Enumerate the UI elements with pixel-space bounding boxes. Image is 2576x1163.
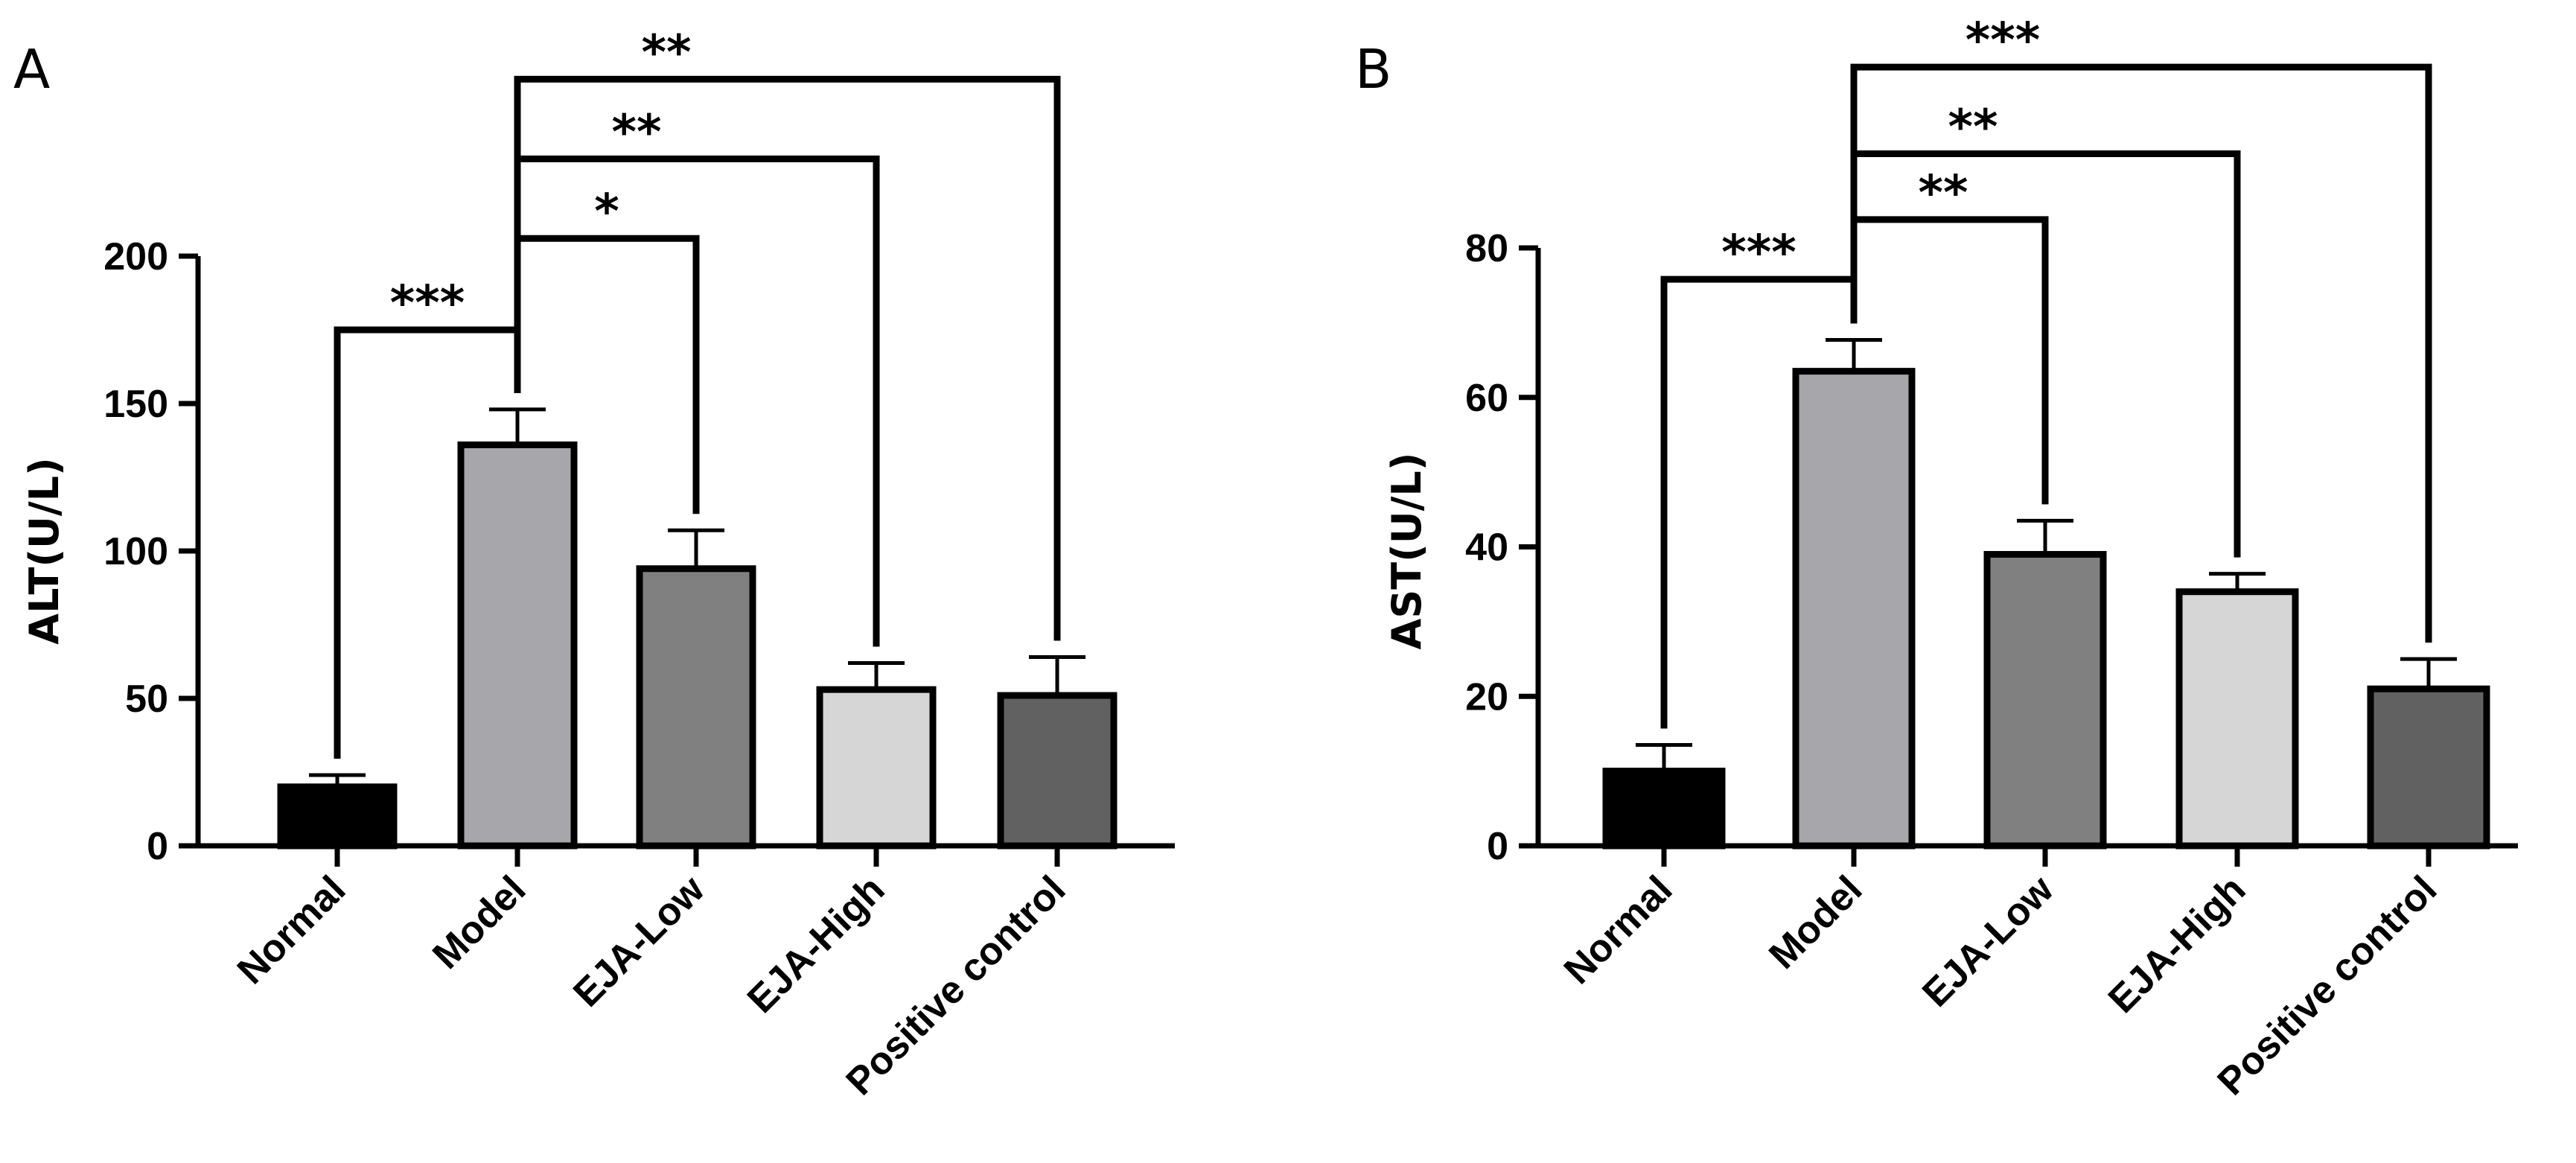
- panel-a-y-tick-label: 150: [103, 383, 168, 426]
- panel-b-category-label: Model: [1761, 867, 1870, 977]
- panel-a-category-label: Normal: [229, 867, 354, 992]
- panel-a-category-label: EJA-Low: [565, 867, 713, 1016]
- panel-b-y-tick-label: 60: [1465, 377, 1508, 420]
- panel-a-y-tick-label: 100: [103, 530, 168, 573]
- panel-a-y-tick-label: 200: [103, 235, 168, 278]
- panel-b-y-tick-label: 0: [1487, 825, 1508, 868]
- panel-a-y-axis-title: ALT(U/L): [21, 457, 68, 644]
- panel-a-significance-label: *: [594, 185, 619, 240]
- panel-b-significance-label: **: [1919, 166, 1968, 221]
- panel-a-letter: A: [13, 38, 50, 101]
- panel-a-category-label: Model: [424, 867, 534, 977]
- panel-b-y-tick-label: 40: [1465, 526, 1508, 570]
- panel-b-bar: [1602, 768, 1726, 850]
- panel-a-y-tick-label: 0: [147, 825, 168, 868]
- panel-b-significance-bracket: [1850, 63, 2432, 643]
- panel-b-category-label: EJA-High: [2100, 867, 2254, 1021]
- panel-b-category-label: Normal: [1556, 867, 1681, 992]
- panel-a-bar: [636, 565, 756, 850]
- panel-a-bar: [277, 783, 398, 850]
- panel-b-y-tick-label: 20: [1465, 675, 1508, 718]
- panel-a-bar: [457, 441, 578, 850]
- panel-b-category-label: EJA-Low: [1914, 867, 2062, 1016]
- panel-a-bar: [816, 686, 937, 850]
- panel-b-chart: 0 20 40 60 80 AST(U/L) Normal Model EJA-Low EJA-H…: [1383, 13, 2518, 1103]
- panel-a-significance-label: **: [612, 105, 662, 160]
- panel-a-significance-label: **: [642, 25, 692, 80]
- panel-b-significance-label: ***: [1966, 13, 2040, 68]
- panel-b-bar: [2175, 588, 2299, 850]
- panel-a-significance-bracket: [514, 75, 1061, 641]
- panel-a-y-tick-label: 50: [125, 678, 168, 721]
- panel-a-significance-label: ***: [390, 276, 465, 331]
- panel-b-significance-label: ***: [1721, 226, 1796, 281]
- panel-b-letter: B: [1355, 38, 1391, 101]
- panel-b-bar: [2367, 685, 2490, 850]
- panel-b-bar: [1792, 368, 1916, 850]
- panel-a-chart: 0 50 100 150 200 ALT(U/L) Normal Model EJA-Low EJ…: [21, 25, 1175, 1103]
- panel-b-y-tick-label: 80: [1465, 227, 1508, 270]
- panel-a-category-label: EJA-High: [739, 867, 893, 1021]
- panel-b-y-axis-title: AST(U/L): [1383, 453, 1430, 650]
- panel-a-bar: [997, 692, 1118, 850]
- panel-b-bar: [1983, 551, 2107, 850]
- panel-b-significance-label: **: [1948, 101, 1998, 156]
